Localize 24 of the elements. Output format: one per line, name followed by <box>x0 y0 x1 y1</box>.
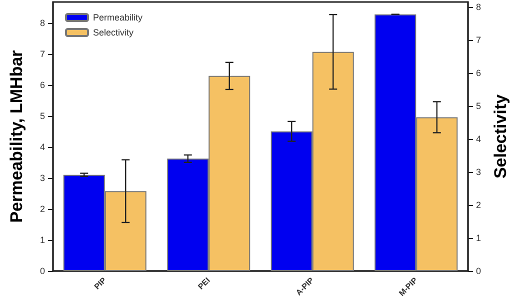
y2-tick-label: 1 <box>476 232 482 243</box>
y-tick-label: 4 <box>40 142 45 152</box>
y2-tick-label: 2 <box>476 200 482 210</box>
y2-axis-title: Selectivity <box>490 94 510 179</box>
legend-label: Selectivity <box>93 28 134 38</box>
y2-tick-label: 8 <box>476 2 482 12</box>
y-tick-label: 2 <box>40 204 45 214</box>
y-axis-title: Permeability, LMHbar <box>7 50 26 223</box>
y-tick-label: 1 <box>40 234 45 245</box>
y2-tick-label: 3 <box>476 166 482 177</box>
x-tick-label: PEI <box>196 276 212 292</box>
y2-tick-label: 4 <box>476 134 482 144</box>
x-tick-label: PIP <box>92 275 109 292</box>
y-tick-label: 8 <box>40 18 45 28</box>
y-tick-label: 0 <box>40 266 45 276</box>
y-tick-label: 3 <box>40 172 45 183</box>
y2-tick-label: 7 <box>476 34 482 45</box>
legend-label: Permeability <box>93 12 144 22</box>
y2-tick-label: 5 <box>476 100 482 111</box>
y2-tick-label: 0 <box>476 266 482 276</box>
y-tick-label: 5 <box>40 110 45 121</box>
y2-tick-label: 6 <box>476 68 482 78</box>
y-tick-label: 6 <box>40 80 45 90</box>
y-tick-label: 7 <box>40 48 45 59</box>
